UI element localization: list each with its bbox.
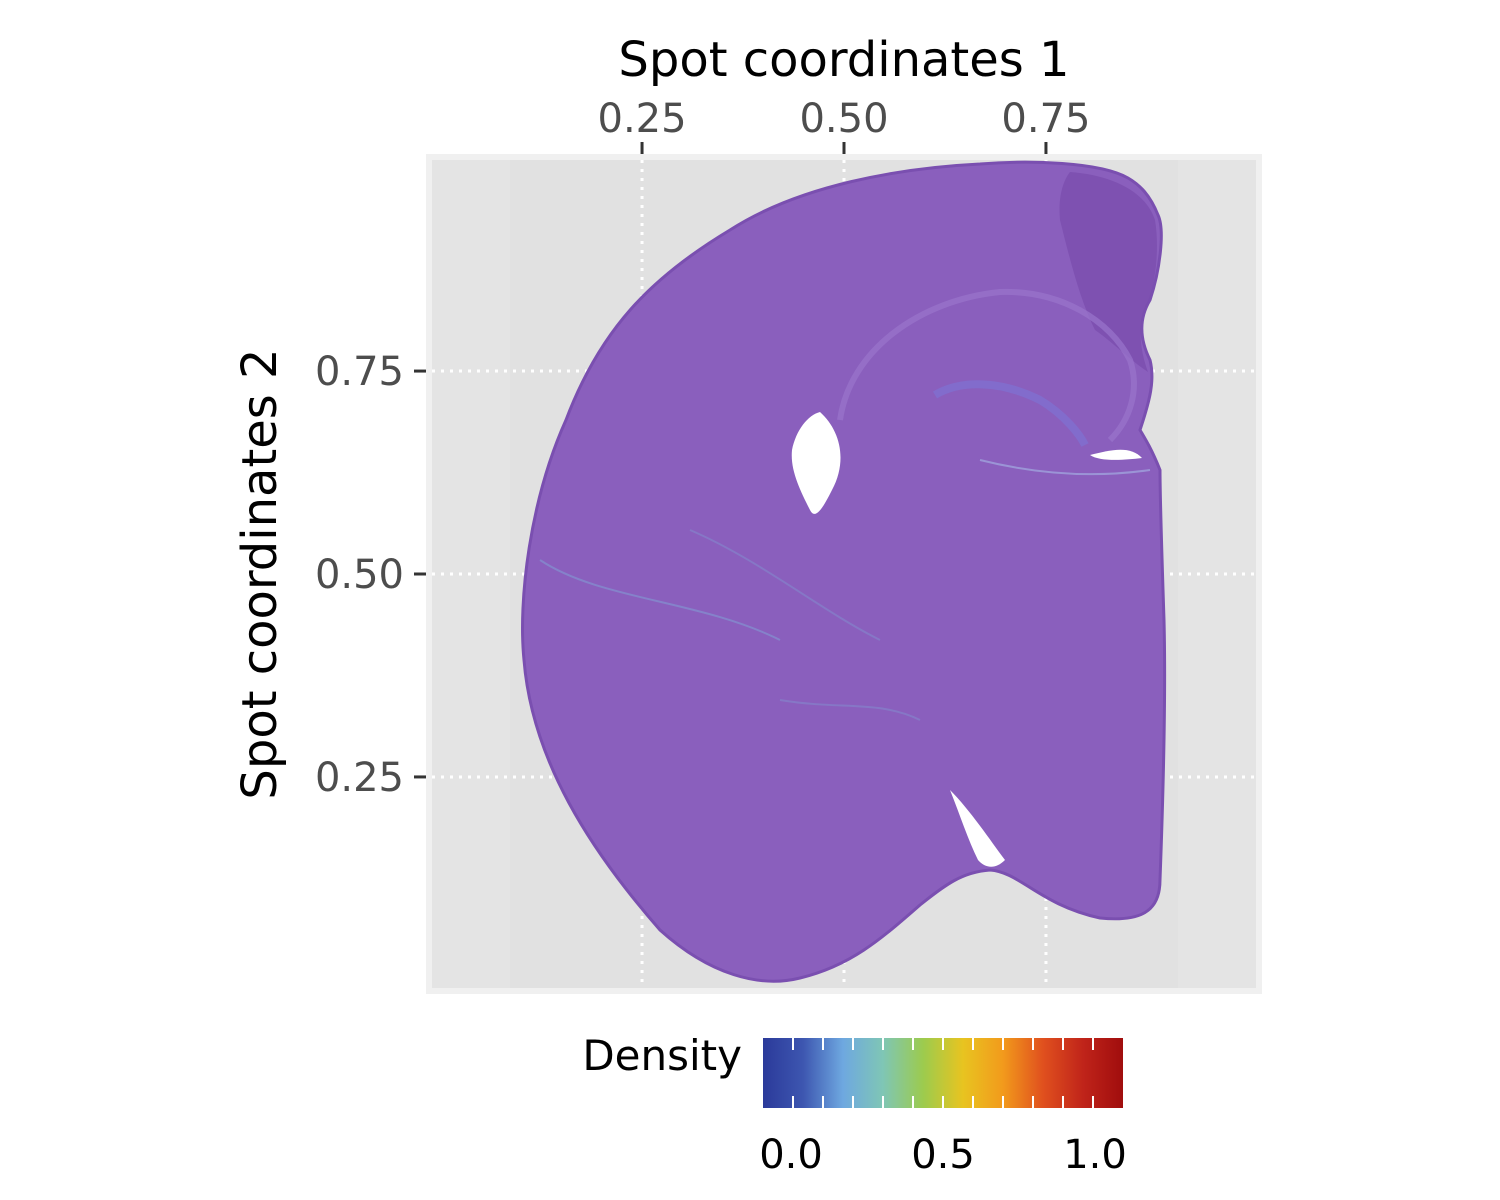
y-tick-label: 0.50	[315, 552, 404, 598]
x-tick-label: 0.25	[598, 96, 687, 142]
legend-ticks: 0.0 0.5 1.0	[759, 1038, 1127, 1178]
lateral-gap	[1090, 449, 1142, 460]
x-axis-top: 0.25 0.50 0.75	[598, 96, 1090, 154]
y-axis-left: 0.25 0.50 0.75	[315, 349, 426, 801]
legend-tick-label: 1.0	[1063, 1132, 1127, 1178]
legend-title: Density	[582, 1031, 742, 1080]
hippocampus-layer	[837, 288, 1137, 443]
legend-tick-label: 0.0	[759, 1132, 823, 1178]
tissue-fiber	[979, 459, 1151, 476]
y-axis-title: Spot coordinates 2	[232, 348, 288, 799]
tissue-fiber	[779, 699, 921, 721]
x-axis-title: Spot coordinates 1	[618, 32, 1069, 88]
tissue-section-outline	[521, 160, 1167, 983]
y-tick-label: 0.25	[315, 755, 404, 801]
tissue-dark-region	[1059, 172, 1157, 372]
legend: Density 0.0 0.5 1.0	[582, 1031, 1127, 1178]
lower-gap	[950, 790, 1005, 867]
ventricle-hole	[791, 412, 841, 514]
tissue-fiber	[539, 559, 781, 641]
x-tick-label: 0.50	[799, 96, 888, 142]
y-tick-label: 0.75	[315, 349, 404, 395]
tissue-fiber	[689, 529, 881, 641]
x-tick-label: 0.75	[1001, 96, 1090, 142]
tissue-section-image	[521, 160, 1167, 983]
legend-tick-label: 0.5	[911, 1132, 975, 1178]
hippocampus-inner-layer	[932, 380, 1089, 447]
